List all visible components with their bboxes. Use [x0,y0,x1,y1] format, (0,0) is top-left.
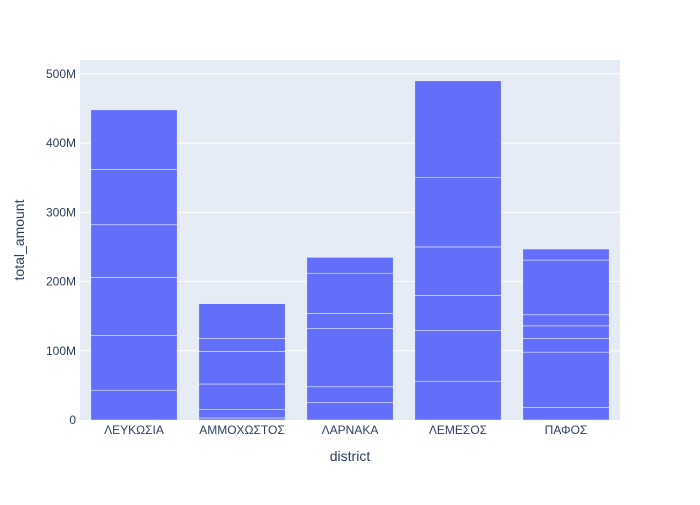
x-tick-label: ΛΕΥΚΩΣΙΑ [104,423,164,437]
bar-segment [522,338,610,353]
bar-segment [414,246,502,296]
bar-segment [414,380,502,421]
bar-segment [522,248,610,261]
bar-segment [90,335,178,391]
bar-segment [198,409,286,419]
bar-segment [90,109,178,170]
y-tick-label: 100M [46,344,76,358]
bar-segment [414,295,502,331]
bar-segment [198,303,286,339]
bar-segment [306,272,394,314]
bar-segment [90,224,178,278]
y-tick-label: 0 [69,413,76,427]
x-axis-title: district [330,448,371,464]
bar-segment [198,383,286,410]
bar-segment [306,386,394,403]
x-tick-label: ΛΕΜΕΣΟΣ [429,423,487,437]
bar-segment [90,277,178,336]
x-tick-label: ΠΑΦΟΣ [545,423,588,437]
bar-segment [522,314,610,327]
bar-segment [414,80,502,178]
x-tick-label: ΛΑΡΝΑΚΑ [322,423,379,437]
y-axis-ticks: 0 100M 200M 300M 400M 500M [46,67,76,427]
x-axis-ticks: ΛΕΥΚΩΣΙΑ ΑΜΜΟΧΩΣΤΟΣ ΛΑΡΝΑΚΑ ΛΕΜΕΣΟΣ ΠΑΦΟΣ [104,423,587,437]
bar-segment [306,257,394,274]
bar-segment [306,313,394,329]
y-tick-label: 400M [46,136,76,150]
bar-segment [306,402,394,421]
bar-segment [522,407,610,421]
x-tick-label: ΑΜΜΟΧΩΣΤΟΣ [199,423,285,437]
bar-segment [90,169,178,226]
y-tick-label: 200M [46,275,76,289]
y-axis-title: total_amount [11,199,27,280]
bar-segment [522,351,610,408]
bar-segment [198,417,286,421]
bar-segment [414,177,502,248]
bar-segment [522,325,610,339]
bar-segment [306,328,394,388]
bar-segment [198,351,286,385]
bar-segment [90,389,178,421]
bars [90,80,610,421]
bar-segment [198,338,286,352]
bar-segment [414,330,502,382]
y-tick-label: 300M [46,205,76,219]
y-tick-label: 500M [46,67,76,81]
bar-segment [522,259,610,316]
